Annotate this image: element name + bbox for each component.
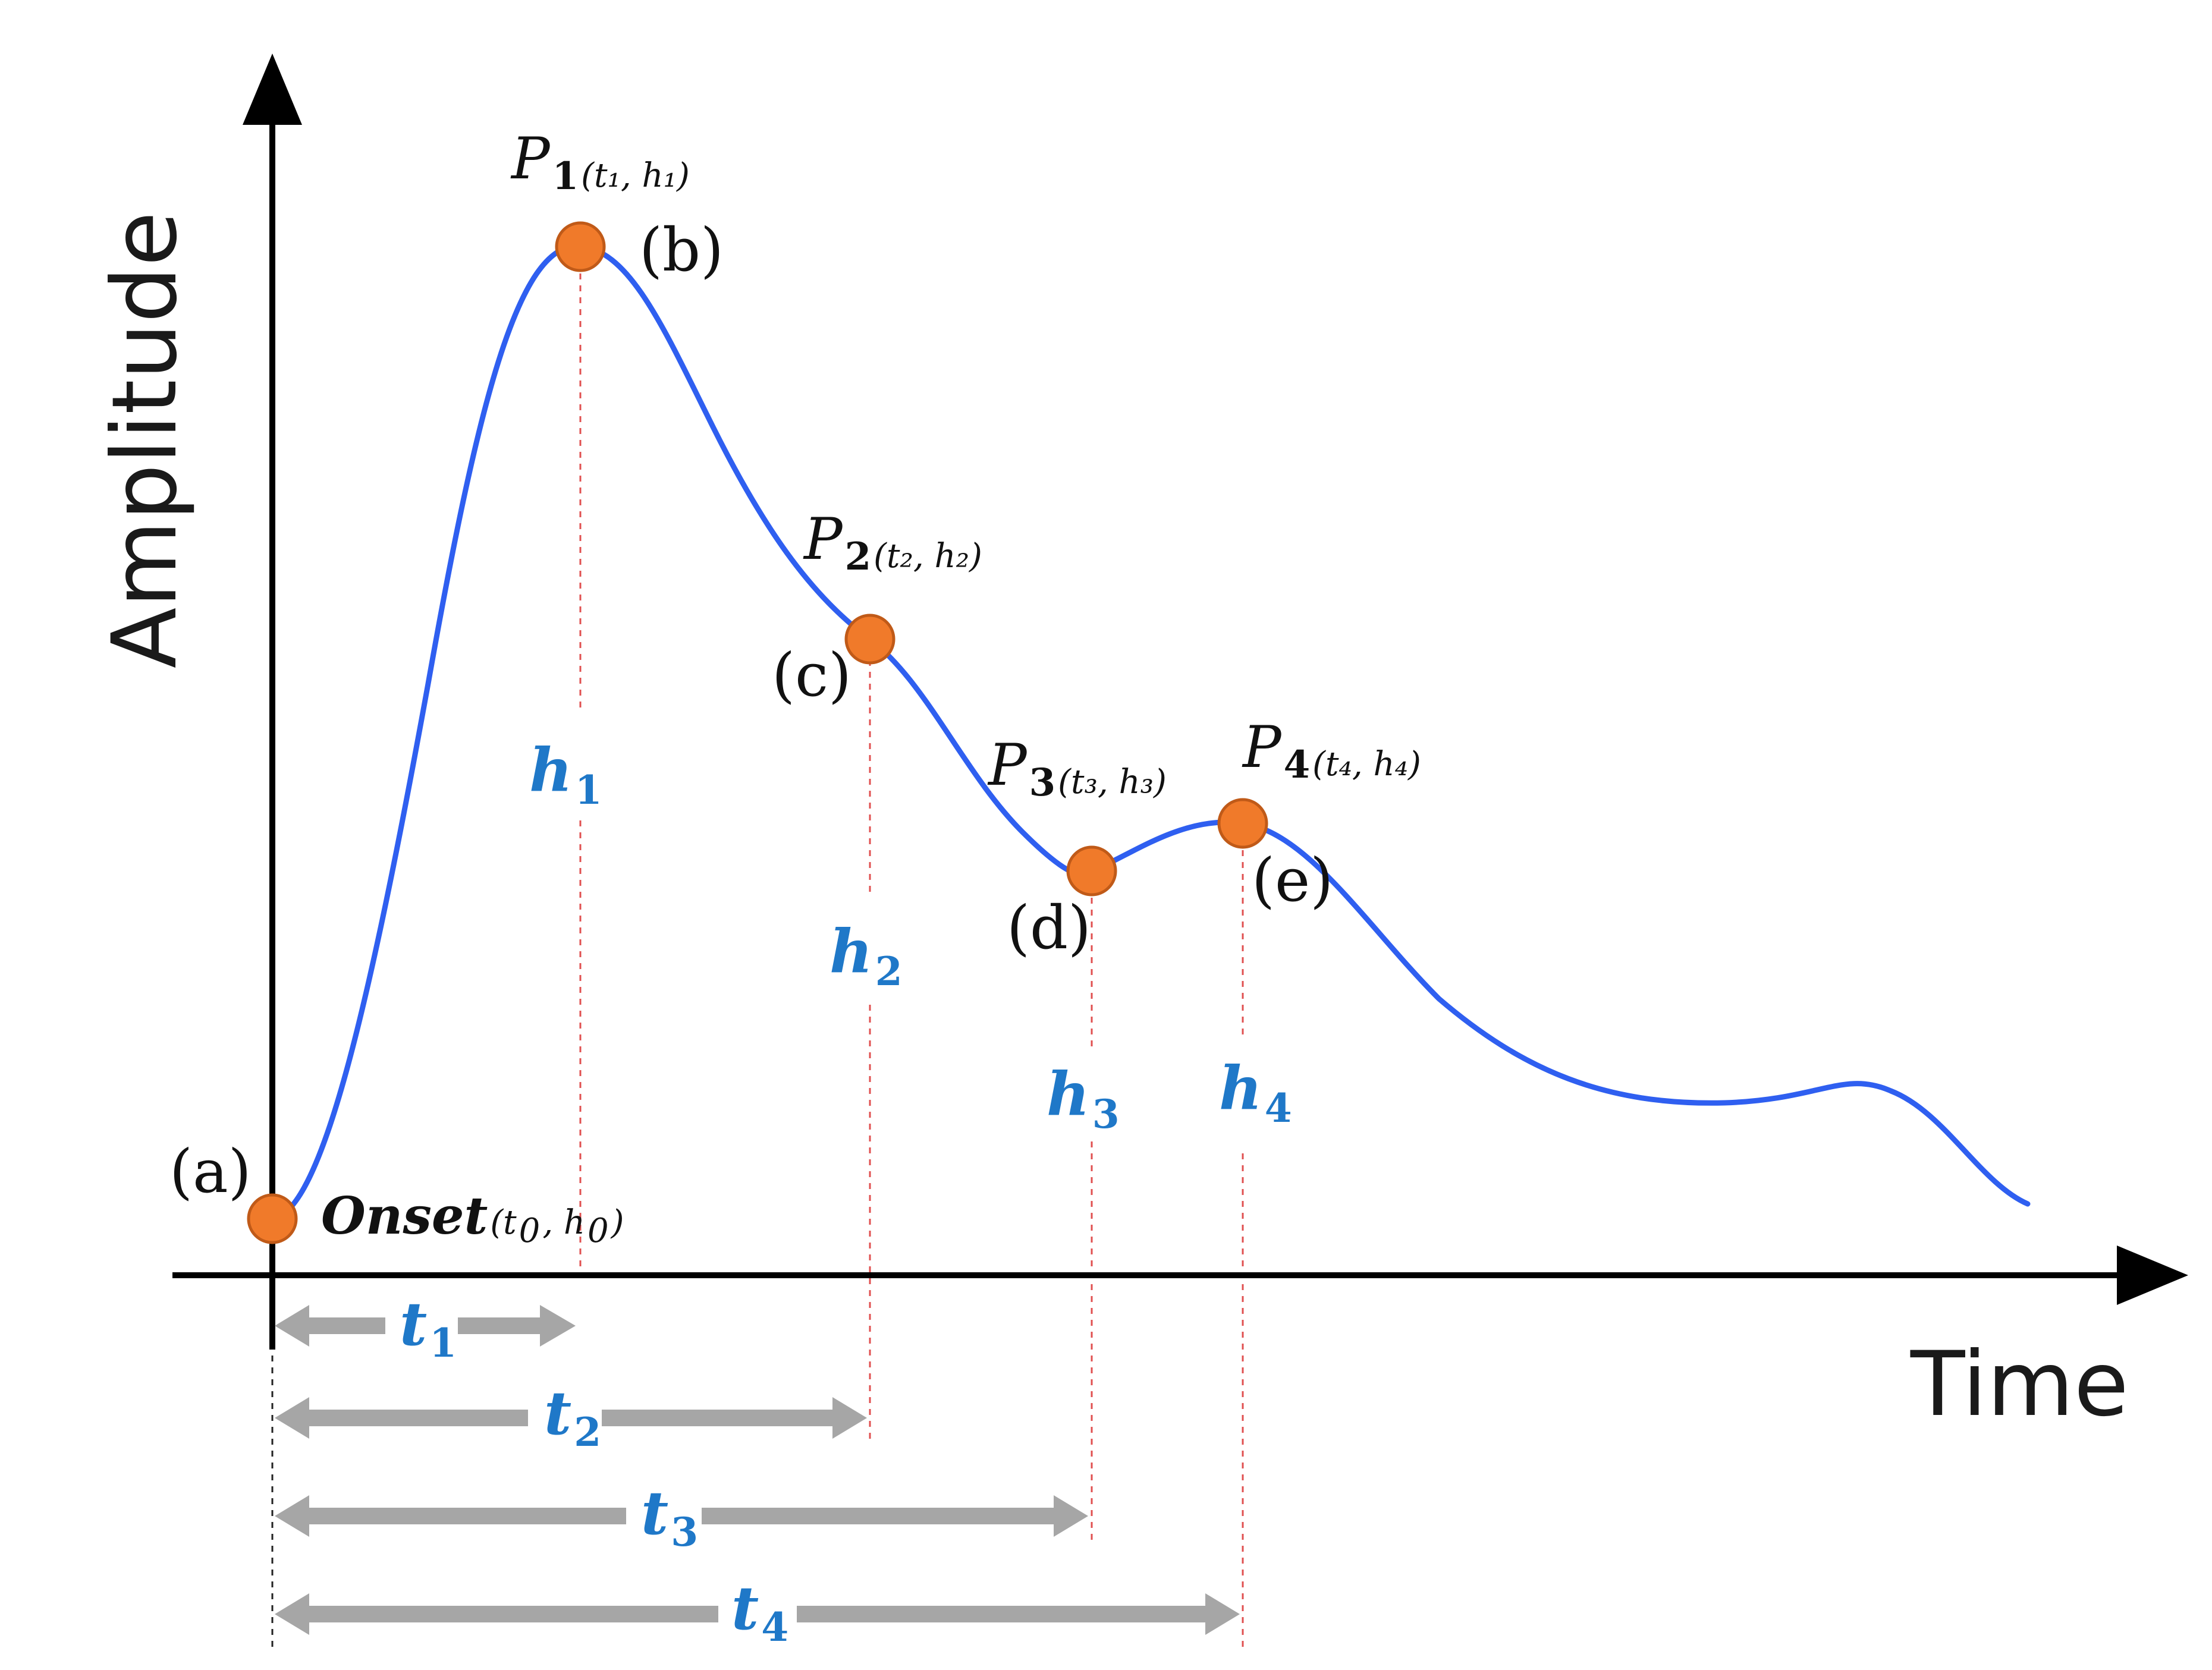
point-name: P [803,506,843,573]
point-coord: (t₁, h₁) [581,156,690,195]
point-coord: (t₂, h₂) [874,537,982,575]
duration-arrow-t4: t 4 [275,1573,1240,1650]
point-p4 [1217,798,1268,849]
arrow-head-left [275,1397,309,1439]
onset-coord-mid: , h [542,1203,585,1242]
onset-coord-open: (t [490,1203,517,1242]
axes [172,54,2188,1350]
point-coord: (t₄, h₄) [1312,745,1421,784]
duration-sub: 4 [761,1604,788,1650]
arrow-shaft-left [308,1508,626,1524]
duration-arrows: t 1 t 2 t 3 [275,1289,1240,1650]
point-p1 [555,221,606,272]
arrow-shaft-right [458,1317,541,1334]
point-p2 [844,614,896,665]
duration-main: t [544,1378,571,1448]
onset-point [247,1193,298,1244]
duration-label: t 1 [400,1289,457,1366]
height-label-h4: h 4 [1219,1053,1292,1131]
arrow-head-left [275,1305,309,1347]
duration-sub: 2 [574,1409,601,1455]
arrow-shaft-left [308,1410,528,1426]
height-sub: 4 [1265,1085,1292,1131]
duration-arrow-t3: t 3 [275,1478,1088,1555]
arrow-shaft-right [797,1606,1207,1622]
x-axis-title: Time [1910,1333,2129,1436]
point-name: P [1242,714,1282,781]
guide-lines [271,262,1244,1647]
point-tag-p1: (b) [639,215,724,285]
arrow-head-right [1205,1593,1240,1635]
height-main: h [529,735,573,805]
height-main: h [1219,1053,1262,1123]
waveform-curve [269,244,2031,1222]
point-name: P [987,732,1028,798]
onset-coord-sub0: 0 [519,1212,541,1250]
point-label-p2: P 2 (t₂, h₂) [803,506,982,579]
point-coord: (t₃, h₃) [1058,763,1167,801]
event-points [247,221,1268,1244]
arrow-head-left [275,1593,309,1635]
point-p3 [1066,845,1117,897]
duration-main: t [641,1478,668,1548]
arrow-shaft-left [308,1317,385,1334]
point-sub: 4 [1284,743,1311,787]
point-sub: 1 [552,154,579,199]
duration-main: t [400,1289,427,1359]
onset-coord-sub1: 0 [587,1212,609,1250]
arrow-head-right [1054,1495,1088,1537]
height-label-h1: h 1 [529,735,602,813]
height-sub: 1 [575,767,602,813]
height-label-h3: h 3 [1047,1059,1120,1137]
duration-label: t 4 [731,1573,788,1650]
duration-arrow-t2: t 2 [275,1378,867,1455]
arrow-head-right [832,1397,867,1439]
height-sub: 3 [1092,1091,1120,1137]
point-tag-p4: (e) [1252,845,1333,915]
onset-word: Onset [321,1186,488,1246]
point-sub: 3 [1029,760,1056,805]
y-axis-title: Amplitude [93,212,197,669]
arrow-head-left [275,1495,309,1537]
point-tag-p3: (d) [1007,893,1091,963]
arrow-shaft-right [702,1508,1055,1524]
height-main: h [830,916,873,986]
point-name: P [510,125,551,192]
height-label-h2: h 2 [830,916,903,995]
point-tag-p2: (c) [772,640,852,710]
duration-sub: 1 [429,1320,457,1366]
arrow-shaft-right [602,1410,834,1426]
point-label-p3: P 3 (t₃, h₃) [987,732,1167,805]
height-main: h [1047,1059,1090,1129]
duration-label: t 2 [544,1378,601,1455]
onset-tag: (a) [169,1137,252,1206]
arrow-head-right [540,1305,576,1347]
duration-arrow-t1: t 1 [275,1289,576,1366]
onset-coord-close: ) [611,1203,624,1242]
point-sub: 2 [845,534,872,579]
arrow-shaft-left [308,1606,718,1622]
onset-label: Onset (t 0 , h 0 ) [321,1186,624,1250]
point-label-p4: P 4 (t₄, h₄) [1242,714,1421,787]
point-label-p1: P 1 (t₁, h₁) [510,125,690,199]
duration-label: t 3 [641,1478,698,1555]
duration-main: t [731,1573,759,1643]
height-sub: 2 [875,948,903,995]
duration-sub: 3 [671,1509,698,1555]
